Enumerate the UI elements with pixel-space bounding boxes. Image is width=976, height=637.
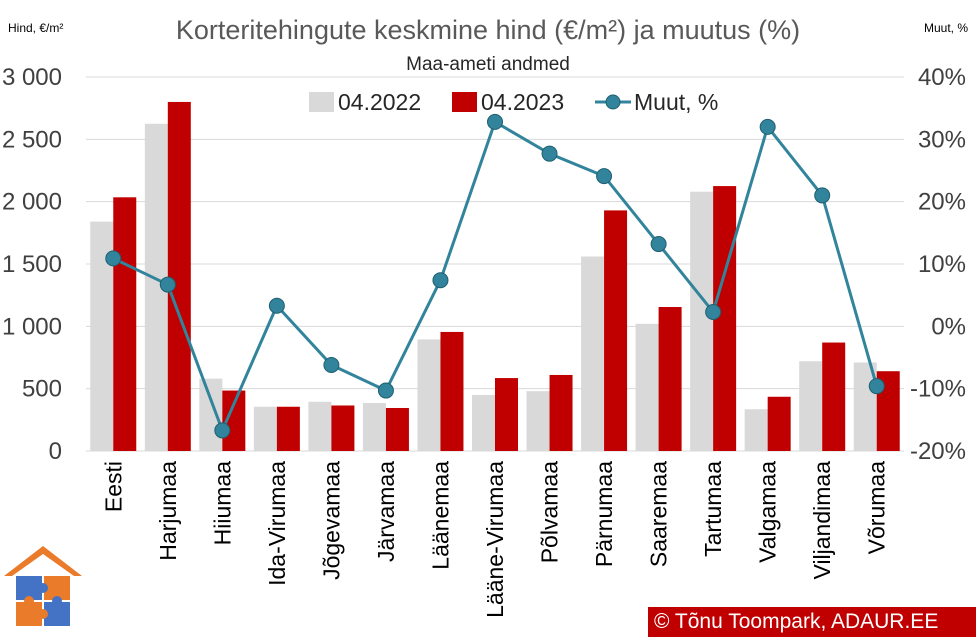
bar-2023 — [113, 197, 137, 451]
change-point — [541, 145, 558, 162]
category-label: Jõgevamaa — [318, 461, 344, 580]
legend-label-change: Muut, % — [634, 89, 718, 115]
right-tick-label: 40% — [918, 64, 966, 91]
change-point — [814, 187, 831, 204]
change-point — [705, 303, 722, 320]
right-axis-ticks: -20% -10% 0% 10% 20% 30% 40% — [910, 64, 966, 465]
change-point — [432, 272, 449, 289]
left-tick-label: 3 000 — [2, 64, 62, 91]
category-label: Harjumaa — [155, 461, 181, 561]
bar-2023 — [658, 307, 682, 451]
legend-swatch-2023 — [452, 92, 477, 112]
left-tick-label: 0 — [49, 438, 62, 465]
change-point — [159, 276, 176, 293]
category-label: Põlvamaa — [537, 461, 563, 563]
category-label: Eesti — [100, 461, 126, 512]
bar-2023 — [549, 374, 573, 451]
left-tick-label: 500 — [22, 376, 62, 403]
bar-2023 — [495, 378, 518, 451]
left-axis-title: Hind, €/m² — [8, 21, 63, 35]
category-label: Läänemaa — [427, 461, 453, 570]
bar-2022 — [744, 409, 768, 451]
category-label: Järvamaa — [373, 461, 399, 562]
bar-2022 — [417, 339, 441, 451]
bar-2022 — [199, 378, 223, 451]
category-label: Ida-Virumaa — [264, 461, 290, 586]
change-point — [868, 378, 885, 395]
legend-swatch-2022 — [309, 92, 334, 112]
bar-2023 — [767, 396, 791, 451]
category-label: Pärnumaa — [591, 461, 617, 567]
change-point — [759, 118, 776, 135]
category-labels: Eesti Harjumaa Hiiumaa Ida-Virumaa Jõgevamaa… — [100, 461, 889, 618]
right-tick-label: -10% — [910, 376, 966, 403]
bar-2023 — [331, 405, 355, 451]
bar-2023 — [167, 101, 191, 451]
chart-subtitle: Maa-ameti andmed — [406, 54, 570, 75]
category-label: Viljandimaa — [809, 461, 835, 580]
left-tick-label: 1 000 — [2, 313, 62, 340]
bar-2022 — [690, 191, 714, 451]
bars — [90, 101, 900, 452]
change-point — [650, 236, 667, 253]
bar-2022 — [90, 221, 114, 451]
left-tick-label: 2 000 — [2, 189, 62, 216]
left-axis-ticks: 0 500 1 000 1 500 2 000 2 500 3 000 — [2, 64, 62, 465]
legend-label-2022: 04.2022 — [338, 89, 421, 115]
bar-2022 — [144, 123, 168, 451]
bar-2023 — [385, 407, 409, 451]
legend-marker-change — [605, 94, 621, 110]
category-label: Võrumaa — [864, 461, 890, 555]
right-tick-label: 0% — [931, 313, 966, 340]
bar-2023 — [276, 406, 300, 451]
bar-2022 — [253, 406, 277, 451]
right-tick-label: 10% — [918, 251, 966, 278]
bar-2022 — [526, 391, 550, 451]
bar-2022 — [581, 256, 605, 451]
left-tick-label: 2 500 — [2, 126, 62, 153]
category-label: Valgamaa — [755, 461, 781, 563]
chart-title: Korteritehingute keskmine hind (€/m²) ja… — [176, 15, 800, 45]
change-point — [596, 168, 613, 185]
bar-2022 — [308, 401, 332, 451]
category-label: Hiiumaa — [209, 461, 235, 546]
change-point — [268, 297, 285, 314]
right-tick-label: 20% — [918, 189, 966, 216]
copyright-credit: © Tõnu Toompark, ADAUR.EE — [648, 607, 976, 637]
change-point — [323, 356, 340, 373]
category-label: Tartumaa — [700, 461, 726, 557]
left-tick-label: 1 500 — [2, 251, 62, 278]
bar-2023 — [440, 331, 464, 451]
bar-2023 — [822, 342, 846, 451]
legend-label-2023: 04.2023 — [481, 89, 564, 115]
change-point — [214, 422, 231, 439]
bar-2022 — [635, 323, 659, 451]
change-point — [105, 250, 122, 267]
right-tick-label: 30% — [918, 126, 966, 153]
right-axis-title: Muut, % — [924, 21, 968, 35]
category-label: Saaremaa — [646, 461, 672, 567]
bar-2022 — [799, 361, 823, 451]
change-point — [377, 382, 394, 399]
category-label: Lääne-Virumaa — [482, 461, 508, 618]
legend: 04.2022 04.2023 Muut, % — [309, 89, 718, 115]
right-tick-label: -20% — [910, 438, 966, 465]
bar-2023 — [604, 210, 628, 451]
change-line — [105, 113, 885, 439]
house-puzzle-logo — [4, 546, 82, 626]
bar-2022 — [362, 403, 386, 451]
bar-2022 — [472, 394, 495, 451]
change-point — [487, 113, 503, 130]
